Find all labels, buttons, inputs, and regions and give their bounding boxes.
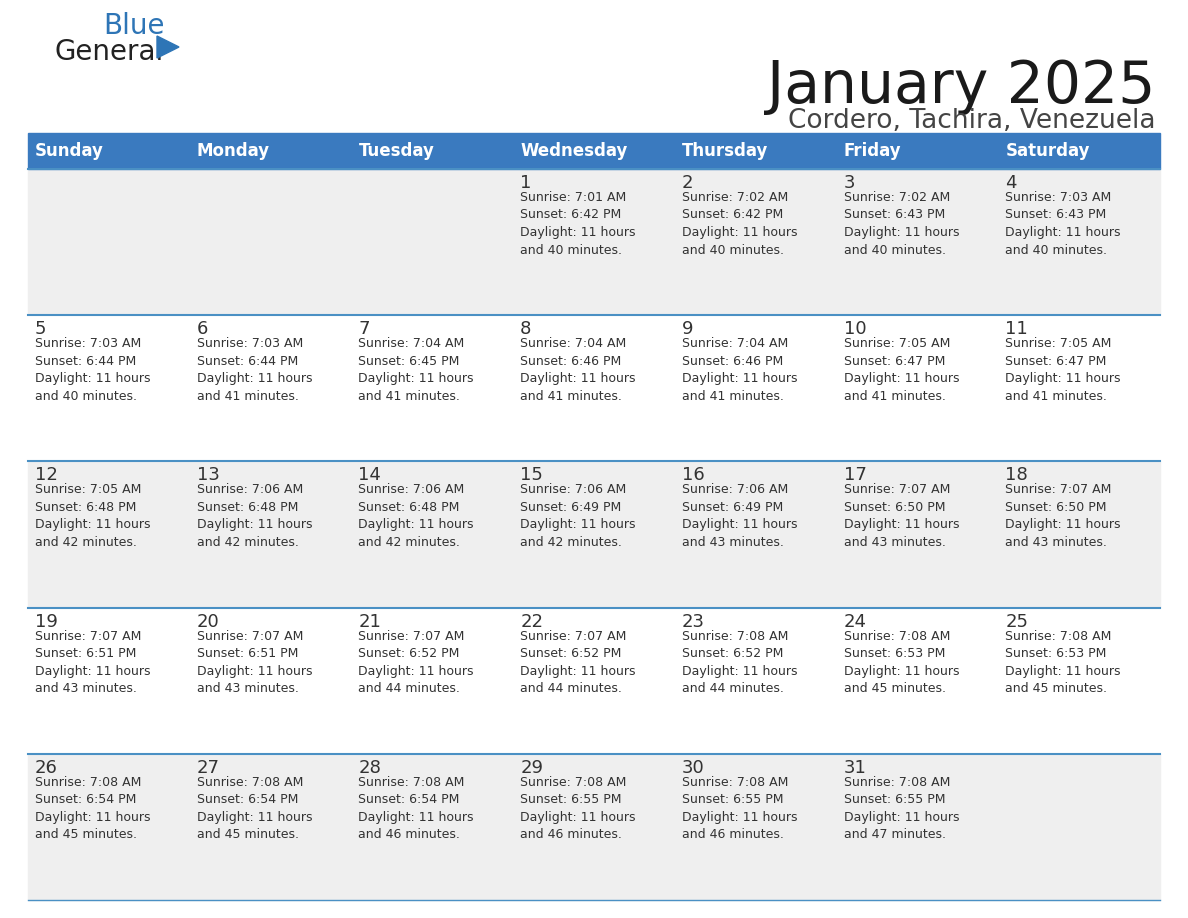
Text: 25: 25 xyxy=(1005,612,1029,631)
Bar xyxy=(29,133,1159,169)
Text: January 2025: January 2025 xyxy=(766,58,1155,115)
Text: 24: 24 xyxy=(843,612,866,631)
Text: 10: 10 xyxy=(843,320,866,338)
Text: 15: 15 xyxy=(520,466,543,485)
Bar xyxy=(29,754,1159,900)
Text: 14: 14 xyxy=(359,466,381,485)
Text: Tuesday: Tuesday xyxy=(359,142,435,160)
Text: 3: 3 xyxy=(843,174,855,192)
Text: Sunrise: 7:06 AM
Sunset: 6:48 PM
Daylight: 11 hours
and 42 minutes.: Sunrise: 7:06 AM Sunset: 6:48 PM Dayligh… xyxy=(197,484,312,549)
Text: Sunrise: 7:04 AM
Sunset: 6:46 PM
Daylight: 11 hours
and 41 minutes.: Sunrise: 7:04 AM Sunset: 6:46 PM Dayligh… xyxy=(520,337,636,403)
Text: Sunrise: 7:07 AM
Sunset: 6:52 PM
Daylight: 11 hours
and 44 minutes.: Sunrise: 7:07 AM Sunset: 6:52 PM Dayligh… xyxy=(520,630,636,695)
Text: 9: 9 xyxy=(682,320,694,338)
Bar xyxy=(29,462,1159,608)
Text: Sunrise: 7:03 AM
Sunset: 6:44 PM
Daylight: 11 hours
and 41 minutes.: Sunrise: 7:03 AM Sunset: 6:44 PM Dayligh… xyxy=(197,337,312,403)
Bar xyxy=(29,315,1159,462)
Text: 21: 21 xyxy=(359,612,381,631)
Text: 8: 8 xyxy=(520,320,531,338)
Text: Sunrise: 7:06 AM
Sunset: 6:48 PM
Daylight: 11 hours
and 42 minutes.: Sunrise: 7:06 AM Sunset: 6:48 PM Dayligh… xyxy=(359,484,474,549)
Text: Sunrise: 7:04 AM
Sunset: 6:46 PM
Daylight: 11 hours
and 41 minutes.: Sunrise: 7:04 AM Sunset: 6:46 PM Dayligh… xyxy=(682,337,797,403)
Text: Sunrise: 7:05 AM
Sunset: 6:47 PM
Daylight: 11 hours
and 41 minutes.: Sunrise: 7:05 AM Sunset: 6:47 PM Dayligh… xyxy=(1005,337,1120,403)
Text: 6: 6 xyxy=(197,320,208,338)
Text: Sunrise: 7:08 AM
Sunset: 6:53 PM
Daylight: 11 hours
and 45 minutes.: Sunrise: 7:08 AM Sunset: 6:53 PM Dayligh… xyxy=(843,630,959,695)
Text: Sunrise: 7:08 AM
Sunset: 6:55 PM
Daylight: 11 hours
and 47 minutes.: Sunrise: 7:08 AM Sunset: 6:55 PM Dayligh… xyxy=(843,776,959,841)
Text: 12: 12 xyxy=(34,466,58,485)
Text: Sunrise: 7:03 AM
Sunset: 6:43 PM
Daylight: 11 hours
and 40 minutes.: Sunrise: 7:03 AM Sunset: 6:43 PM Dayligh… xyxy=(1005,191,1120,256)
Polygon shape xyxy=(157,36,179,58)
Text: Sunrise: 7:04 AM
Sunset: 6:45 PM
Daylight: 11 hours
and 41 minutes.: Sunrise: 7:04 AM Sunset: 6:45 PM Dayligh… xyxy=(359,337,474,403)
Text: Sunrise: 7:08 AM
Sunset: 6:55 PM
Daylight: 11 hours
and 46 minutes.: Sunrise: 7:08 AM Sunset: 6:55 PM Dayligh… xyxy=(520,776,636,841)
Text: 4: 4 xyxy=(1005,174,1017,192)
Text: 27: 27 xyxy=(197,759,220,777)
Text: 29: 29 xyxy=(520,759,543,777)
Text: Saturday: Saturday xyxy=(1005,142,1089,160)
Text: 1: 1 xyxy=(520,174,531,192)
Text: 20: 20 xyxy=(197,612,220,631)
Bar xyxy=(29,169,1159,315)
Text: Sunrise: 7:08 AM
Sunset: 6:54 PM
Daylight: 11 hours
and 45 minutes.: Sunrise: 7:08 AM Sunset: 6:54 PM Dayligh… xyxy=(197,776,312,841)
Text: 11: 11 xyxy=(1005,320,1028,338)
Text: 5: 5 xyxy=(34,320,46,338)
Text: 18: 18 xyxy=(1005,466,1028,485)
Text: Sunrise: 7:03 AM
Sunset: 6:44 PM
Daylight: 11 hours
and 40 minutes.: Sunrise: 7:03 AM Sunset: 6:44 PM Dayligh… xyxy=(34,337,151,403)
Text: 19: 19 xyxy=(34,612,58,631)
Text: 17: 17 xyxy=(843,466,866,485)
Text: 26: 26 xyxy=(34,759,58,777)
Text: Monday: Monday xyxy=(197,142,270,160)
Text: 31: 31 xyxy=(843,759,866,777)
Text: Sunrise: 7:05 AM
Sunset: 6:48 PM
Daylight: 11 hours
and 42 minutes.: Sunrise: 7:05 AM Sunset: 6:48 PM Dayligh… xyxy=(34,484,151,549)
Text: Sunrise: 7:02 AM
Sunset: 6:43 PM
Daylight: 11 hours
and 40 minutes.: Sunrise: 7:02 AM Sunset: 6:43 PM Dayligh… xyxy=(843,191,959,256)
Text: Sunrise: 7:06 AM
Sunset: 6:49 PM
Daylight: 11 hours
and 43 minutes.: Sunrise: 7:06 AM Sunset: 6:49 PM Dayligh… xyxy=(682,484,797,549)
Text: Sunrise: 7:08 AM
Sunset: 6:52 PM
Daylight: 11 hours
and 44 minutes.: Sunrise: 7:08 AM Sunset: 6:52 PM Dayligh… xyxy=(682,630,797,695)
Text: Thursday: Thursday xyxy=(682,142,769,160)
Text: Sunday: Sunday xyxy=(34,142,103,160)
Text: 30: 30 xyxy=(682,759,704,777)
Text: Sunrise: 7:06 AM
Sunset: 6:49 PM
Daylight: 11 hours
and 42 minutes.: Sunrise: 7:06 AM Sunset: 6:49 PM Dayligh… xyxy=(520,484,636,549)
Text: Sunrise: 7:05 AM
Sunset: 6:47 PM
Daylight: 11 hours
and 41 minutes.: Sunrise: 7:05 AM Sunset: 6:47 PM Dayligh… xyxy=(843,337,959,403)
Text: Sunrise: 7:01 AM
Sunset: 6:42 PM
Daylight: 11 hours
and 40 minutes.: Sunrise: 7:01 AM Sunset: 6:42 PM Dayligh… xyxy=(520,191,636,256)
Text: General: General xyxy=(55,38,164,66)
Text: 23: 23 xyxy=(682,612,704,631)
Text: 22: 22 xyxy=(520,612,543,631)
Text: Sunrise: 7:07 AM
Sunset: 6:51 PM
Daylight: 11 hours
and 43 minutes.: Sunrise: 7:07 AM Sunset: 6:51 PM Dayligh… xyxy=(34,630,151,695)
Text: 28: 28 xyxy=(359,759,381,777)
Text: Cordero, Tachira, Venezuela: Cordero, Tachira, Venezuela xyxy=(788,108,1155,134)
Text: Sunrise: 7:08 AM
Sunset: 6:54 PM
Daylight: 11 hours
and 46 minutes.: Sunrise: 7:08 AM Sunset: 6:54 PM Dayligh… xyxy=(359,776,474,841)
Text: Sunrise: 7:08 AM
Sunset: 6:54 PM
Daylight: 11 hours
and 45 minutes.: Sunrise: 7:08 AM Sunset: 6:54 PM Dayligh… xyxy=(34,776,151,841)
Text: Sunrise: 7:07 AM
Sunset: 6:51 PM
Daylight: 11 hours
and 43 minutes.: Sunrise: 7:07 AM Sunset: 6:51 PM Dayligh… xyxy=(197,630,312,695)
Text: 13: 13 xyxy=(197,466,220,485)
Text: 7: 7 xyxy=(359,320,369,338)
Text: Sunrise: 7:07 AM
Sunset: 6:50 PM
Daylight: 11 hours
and 43 minutes.: Sunrise: 7:07 AM Sunset: 6:50 PM Dayligh… xyxy=(1005,484,1120,549)
Text: Sunrise: 7:08 AM
Sunset: 6:55 PM
Daylight: 11 hours
and 46 minutes.: Sunrise: 7:08 AM Sunset: 6:55 PM Dayligh… xyxy=(682,776,797,841)
Text: Blue: Blue xyxy=(103,12,164,40)
Text: Sunrise: 7:02 AM
Sunset: 6:42 PM
Daylight: 11 hours
and 40 minutes.: Sunrise: 7:02 AM Sunset: 6:42 PM Dayligh… xyxy=(682,191,797,256)
Text: Sunrise: 7:08 AM
Sunset: 6:53 PM
Daylight: 11 hours
and 45 minutes.: Sunrise: 7:08 AM Sunset: 6:53 PM Dayligh… xyxy=(1005,630,1120,695)
Text: Wednesday: Wednesday xyxy=(520,142,627,160)
Bar xyxy=(29,608,1159,754)
Text: Sunrise: 7:07 AM
Sunset: 6:50 PM
Daylight: 11 hours
and 43 minutes.: Sunrise: 7:07 AM Sunset: 6:50 PM Dayligh… xyxy=(843,484,959,549)
Text: 16: 16 xyxy=(682,466,704,485)
Text: Sunrise: 7:07 AM
Sunset: 6:52 PM
Daylight: 11 hours
and 44 minutes.: Sunrise: 7:07 AM Sunset: 6:52 PM Dayligh… xyxy=(359,630,474,695)
Text: 2: 2 xyxy=(682,174,694,192)
Text: Friday: Friday xyxy=(843,142,902,160)
